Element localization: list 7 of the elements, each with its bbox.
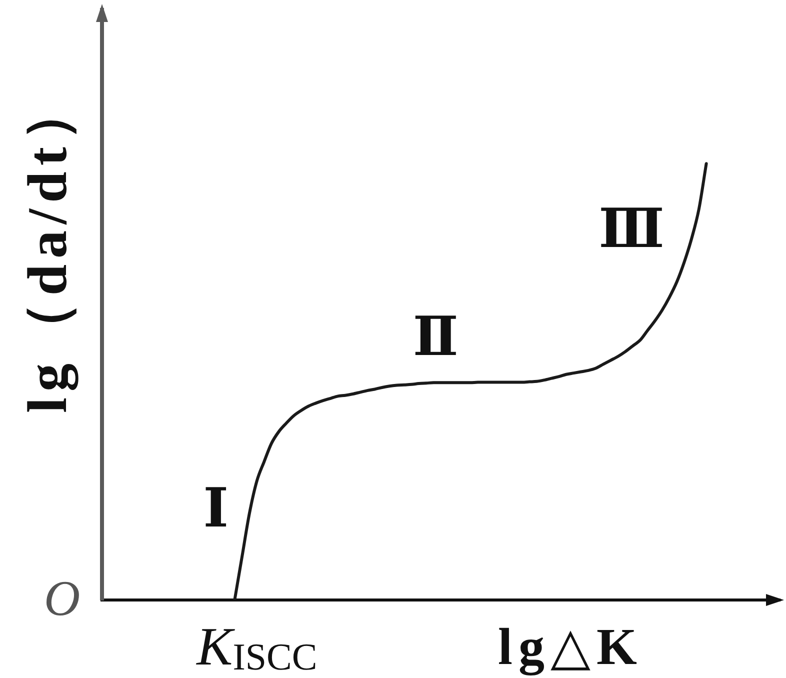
- text: O: [44, 570, 80, 626]
- text: KISCC: [196, 616, 318, 678]
- annotation: Ⅱ: [412, 306, 458, 367]
- y-axis-title: lg（da/dt）: [17, 78, 79, 414]
- annotation: Ⅲ: [598, 198, 664, 259]
- annotation: Ⅰ: [203, 478, 229, 539]
- x-axis-title: lg△K: [498, 619, 643, 676]
